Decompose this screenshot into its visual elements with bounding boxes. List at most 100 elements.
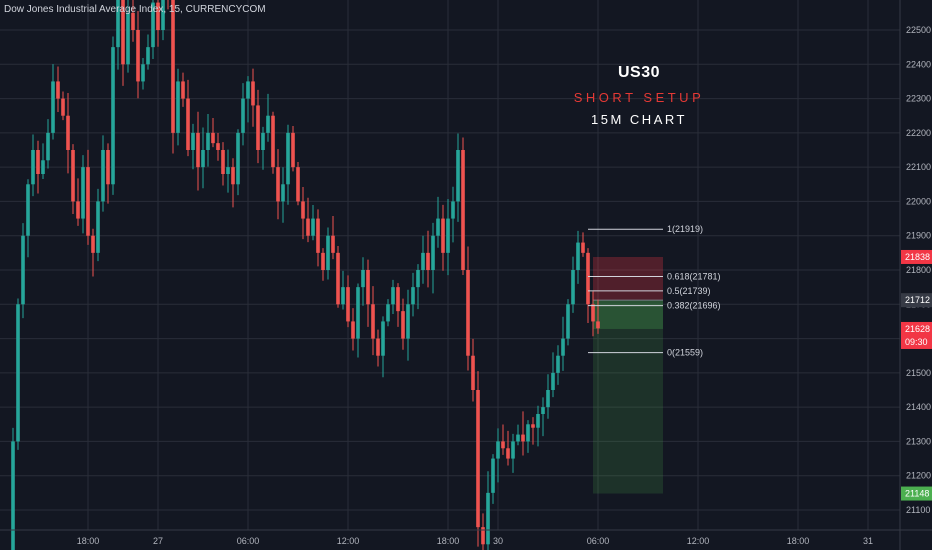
overlay-timeframe: 15M CHART <box>591 112 687 127</box>
candle-up <box>411 287 415 305</box>
time-tick-label: 06:00 <box>237 536 260 546</box>
candle-down <box>211 132 215 144</box>
candle-down <box>91 235 95 253</box>
candle-down <box>471 355 475 390</box>
candle-up <box>576 242 580 270</box>
candle-down <box>596 321 600 329</box>
candle-down <box>36 150 40 174</box>
time-tick-label: 12:00 <box>687 536 710 546</box>
fib-level-label: 0.618(21781) <box>667 272 721 282</box>
candle-up <box>201 150 205 168</box>
candle-down <box>346 287 350 322</box>
candle-up <box>31 150 35 185</box>
price-label-text: 21148 <box>905 489 929 499</box>
candle-up <box>546 390 550 408</box>
candle-up <box>541 407 545 414</box>
price-tick-label: 21500 <box>906 368 931 378</box>
candle-down <box>196 132 200 168</box>
candle-up <box>11 441 15 550</box>
candle-up <box>176 81 180 133</box>
candle-down <box>521 434 525 442</box>
candle-up <box>431 235 435 270</box>
candle-down <box>296 167 300 202</box>
candle-up <box>126 12 130 65</box>
candle-up <box>281 184 285 202</box>
candle-down <box>186 98 190 150</box>
candle-down <box>156 2 160 31</box>
candle-up <box>16 304 20 442</box>
price-label-text: 21838 <box>905 252 930 262</box>
price-tick-label: 21100 <box>906 505 930 515</box>
candle-up <box>206 132 210 150</box>
candle-up <box>96 201 100 253</box>
candle-up <box>26 184 30 236</box>
price-label-box <box>901 293 932 308</box>
candle-up <box>526 424 530 442</box>
candle-down <box>76 201 80 219</box>
time-tick-label: 27 <box>153 536 163 546</box>
candle-up <box>266 115 270 133</box>
candle-up <box>341 287 345 305</box>
profit-zone-active <box>593 300 663 329</box>
position-zones <box>593 256 663 494</box>
fibonacci-levels: 1(21919) 0.618(21781) 0.5(21739) 0.382(2169… <box>588 224 721 358</box>
candle-up <box>246 81 250 99</box>
candle-down <box>131 12 135 30</box>
candle-down <box>121 0 125 65</box>
fib-level-label: 1(21919) <box>667 224 703 234</box>
time-tick-label: 18:00 <box>787 536 810 546</box>
candle-up <box>451 201 455 219</box>
time-tick-label: 18:00 <box>77 536 100 546</box>
candle-down <box>256 105 260 150</box>
candle-down <box>476 390 480 528</box>
candle-down <box>86 167 90 236</box>
candle-up <box>116 0 120 48</box>
profit-zone <box>593 328 663 494</box>
candle-down <box>181 81 185 99</box>
candle-down <box>306 218 310 236</box>
candle-up <box>286 132 290 185</box>
price-tick-label: 22200 <box>906 128 931 138</box>
candle-up <box>416 270 420 288</box>
candle-down <box>171 0 175 133</box>
candle-down <box>531 424 535 428</box>
candle-down <box>336 252 340 305</box>
price-label-text: 21628 <box>905 324 930 334</box>
candle-up <box>141 64 145 82</box>
fib-level-label: 0.5(21739) <box>667 286 711 296</box>
candle-up <box>391 287 395 305</box>
candle-up <box>151 2 155 48</box>
candle-up <box>226 167 230 174</box>
candle-down <box>56 81 60 99</box>
candle-up <box>236 132 240 185</box>
candle-down <box>66 115 70 150</box>
candle-down <box>216 143 220 150</box>
candle-down <box>316 218 320 253</box>
candle-up <box>386 304 390 322</box>
fib-level-label: 0(21559) <box>667 348 703 358</box>
candle-up <box>146 47 150 65</box>
price-label-box <box>901 249 932 264</box>
candle-down <box>106 150 110 185</box>
candle-down <box>71 150 75 202</box>
candle-up <box>46 132 50 161</box>
candle-up <box>111 47 115 185</box>
candle-down <box>466 270 470 356</box>
candle-up <box>496 441 500 459</box>
candle-up <box>81 167 85 219</box>
candle-down <box>481 527 485 545</box>
candle-down <box>401 311 405 339</box>
candle-down <box>276 167 280 202</box>
candle-down <box>506 448 510 459</box>
candle-up <box>241 98 245 133</box>
price-label-box <box>901 321 932 336</box>
price-tick-label: 21400 <box>906 402 931 412</box>
candle-down <box>461 150 465 270</box>
symbol-title: Dow Jones Industrial Average Index, 15, … <box>4 4 266 15</box>
candle-up <box>516 434 520 442</box>
price-tick-label: 22300 <box>906 94 931 104</box>
candle-down <box>251 81 255 106</box>
candle-up <box>311 218 315 236</box>
price-tick-label: 21800 <box>906 265 931 275</box>
